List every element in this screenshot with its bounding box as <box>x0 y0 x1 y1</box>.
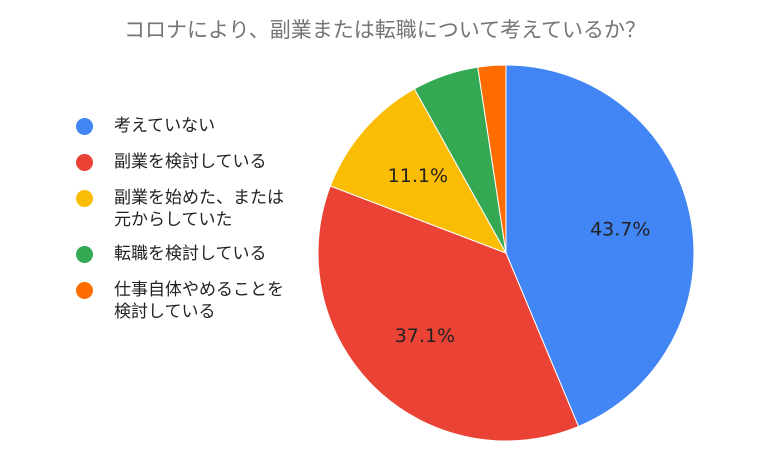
legend-item-considering-side-job[interactable]: 副業を検討している <box>76 151 316 173</box>
legend-item-started-side-job[interactable]: 副業を始めた、または 元からしていた <box>76 187 316 231</box>
legend-label: 副業を始めた、または 元からしていた <box>114 188 284 230</box>
legend-item-considering-job-change[interactable]: 転職を検討している <box>76 243 316 265</box>
legend-item-considering-quitting[interactable]: 仕事自体やめることを 検討している <box>76 279 316 323</box>
legend: 考えていない 副業を検討している 副業を始めた、または 元からしていた 転職を検… <box>76 115 316 335</box>
slice-considering-side-job-label: 37.1% <box>395 325 455 347</box>
legend-dot <box>76 246 93 263</box>
legend-dot <box>76 118 93 135</box>
slice-considering-quitting[interactable] <box>477 64 507 254</box>
legend-dot <box>76 154 93 171</box>
legend-label: 副業を検討している <box>114 152 267 172</box>
legend-label: 仕事自体やめることを 検討している <box>114 280 284 322</box>
legend-dot <box>76 190 93 207</box>
slice-started-side-job-label: 11.1% <box>388 165 448 187</box>
legend-label: 転職を検討している <box>114 244 267 264</box>
slice-not-considering[interactable] <box>505 64 695 428</box>
slice-not-considering-label: 43.7% <box>590 219 650 241</box>
legend-dot <box>76 282 93 299</box>
slice-considering-side-job[interactable] <box>317 185 580 442</box>
slice-started-side-job[interactable] <box>329 88 508 254</box>
chart-title: コロナにより、副業または転職について考えているか？ <box>123 18 647 42</box>
legend-label: 考えていない <box>114 116 216 136</box>
legend-item-not-considering[interactable]: 考えていない <box>76 115 316 137</box>
